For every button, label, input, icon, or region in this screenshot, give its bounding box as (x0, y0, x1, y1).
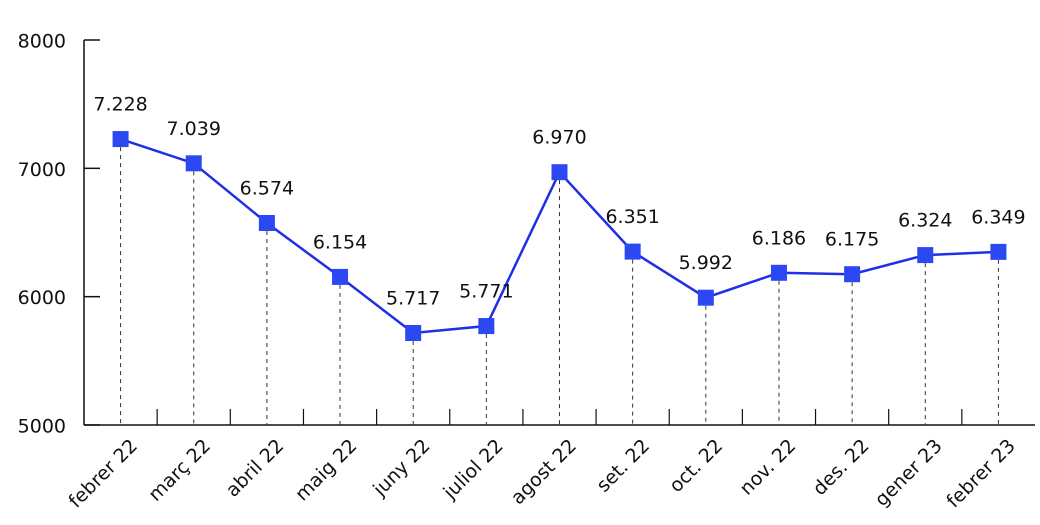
y-tick-label: 7000 (18, 159, 66, 181)
x-tick-label: set. 22 (592, 435, 654, 497)
value-label: 6.349 (971, 206, 1025, 228)
point (844, 266, 861, 283)
x-tick-label: abril 22 (222, 435, 289, 502)
x-tick-label: maig 22 (291, 435, 362, 506)
point (258, 215, 275, 232)
value-label: 7.039 (167, 118, 221, 140)
point (405, 324, 422, 341)
value-label: 5.992 (679, 252, 733, 274)
x-tick-label: juliol 22 (438, 435, 507, 504)
value-label: 6.970 (532, 127, 586, 149)
value-label: 6.324 (898, 210, 952, 232)
point (185, 155, 202, 172)
point (478, 318, 495, 335)
point (624, 243, 641, 260)
x-tick-label: gener 23 (871, 435, 947, 511)
x-tick-label: març 22 (144, 435, 215, 506)
point (332, 268, 349, 285)
x-tick-label: juny 22 (368, 435, 434, 501)
x-tick-label: febrer 22 (65, 435, 142, 512)
value-label: 6.351 (605, 206, 659, 228)
y-tick-label: 5000 (18, 416, 66, 438)
x-tick-label: agost 22 (507, 435, 581, 509)
x-tick-label: febrer 23 (942, 435, 1019, 512)
y-tick-label: 8000 (18, 31, 66, 53)
point (112, 131, 129, 148)
value-label: 5.717 (386, 287, 440, 309)
point (917, 247, 934, 264)
value-label: 7.228 (93, 94, 147, 116)
x-tick-label: oct. 22 (665, 435, 727, 497)
value-label: 6.154 (313, 231, 367, 253)
point (990, 243, 1007, 260)
value-label: 5.771 (459, 281, 513, 303)
y-tick-label: 6000 (18, 287, 66, 309)
value-label: 6.175 (825, 229, 879, 251)
x-tick-label: nov. 22 (736, 435, 801, 500)
point (697, 289, 714, 306)
value-label: 6.186 (752, 227, 806, 249)
x-tick-label: des. 22 (809, 435, 874, 500)
value-label: 6.574 (240, 178, 294, 200)
point (551, 164, 568, 181)
point (770, 264, 787, 281)
